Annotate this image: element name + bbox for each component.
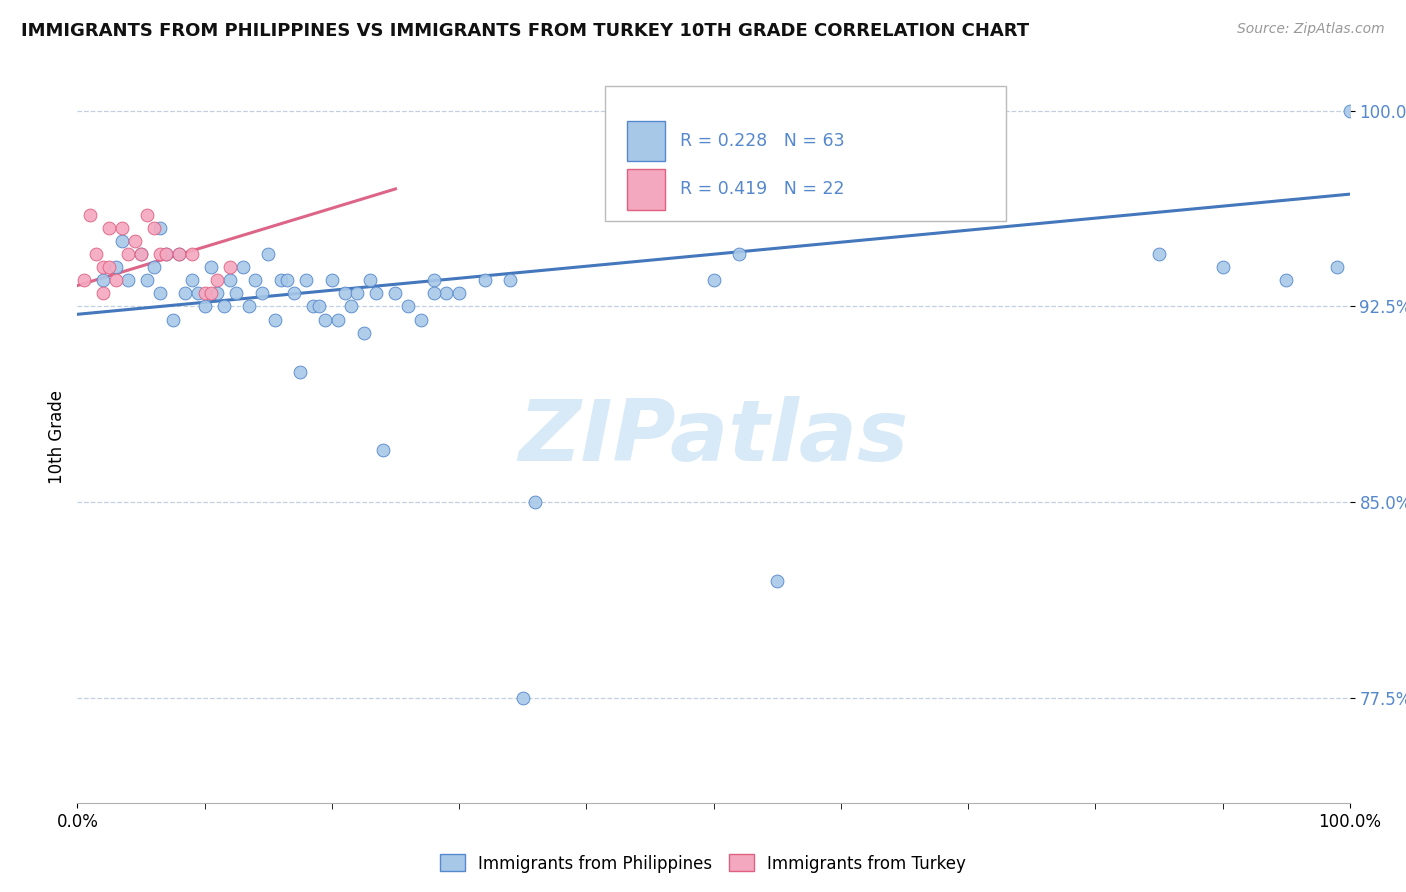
Point — [149, 221, 172, 235]
Point — [219, 260, 242, 275]
Point — [238, 300, 260, 314]
Point — [91, 286, 114, 301]
Point — [366, 286, 388, 301]
Point — [129, 247, 152, 261]
Text: ZIPatlas: ZIPatlas — [519, 395, 908, 479]
Point — [333, 286, 356, 301]
Point — [155, 247, 177, 261]
Text: IMMIGRANTS FROM PHILIPPINES VS IMMIGRANTS FROM TURKEY 10TH GRADE CORRELATION CHA: IMMIGRANTS FROM PHILIPPINES VS IMMIGRANT… — [21, 22, 1029, 40]
Point — [167, 247, 190, 261]
Point — [245, 273, 267, 287]
Point — [86, 247, 108, 261]
FancyBboxPatch shape — [627, 120, 665, 161]
Point — [162, 312, 184, 326]
Point — [396, 300, 419, 314]
Point — [200, 260, 222, 275]
Point — [149, 286, 172, 301]
Point — [301, 300, 323, 314]
Point — [104, 260, 127, 275]
FancyBboxPatch shape — [606, 86, 1007, 221]
Point — [308, 300, 330, 314]
Point — [232, 260, 254, 275]
Point — [295, 273, 318, 287]
Point — [194, 286, 217, 301]
Point — [225, 286, 247, 301]
Point — [73, 273, 96, 287]
Point — [766, 574, 789, 588]
Point — [117, 273, 139, 287]
Point — [257, 247, 280, 261]
Point — [79, 208, 101, 222]
Point — [340, 300, 363, 314]
Point — [422, 286, 444, 301]
Point — [98, 260, 121, 275]
Point — [111, 221, 134, 235]
Point — [276, 273, 298, 287]
Point — [174, 286, 197, 301]
Point — [212, 300, 235, 314]
Point — [136, 208, 159, 222]
Point — [384, 286, 406, 301]
Point — [1326, 260, 1348, 275]
Point — [136, 273, 159, 287]
Point — [200, 286, 222, 301]
Point — [346, 286, 368, 301]
Point — [288, 365, 311, 379]
Point — [449, 286, 471, 301]
Point — [328, 312, 350, 326]
Point — [180, 247, 202, 261]
Point — [314, 312, 336, 326]
Y-axis label: 10th Grade: 10th Grade — [48, 390, 66, 484]
Point — [1212, 260, 1234, 275]
Point — [142, 260, 165, 275]
FancyBboxPatch shape — [627, 169, 665, 210]
Point — [167, 247, 190, 261]
Point — [371, 443, 394, 458]
Point — [474, 273, 496, 287]
Text: R = 0.419   N = 22: R = 0.419 N = 22 — [681, 180, 845, 199]
Point — [124, 234, 146, 248]
Point — [728, 247, 751, 261]
Point — [117, 247, 139, 261]
Point — [422, 273, 444, 287]
Text: Source: ZipAtlas.com: Source: ZipAtlas.com — [1237, 22, 1385, 37]
Point — [270, 273, 292, 287]
Point — [149, 247, 172, 261]
Point — [194, 300, 217, 314]
Point — [321, 273, 343, 287]
Point — [499, 273, 522, 287]
Point — [1147, 247, 1170, 261]
Point — [250, 286, 273, 301]
Point — [409, 312, 432, 326]
Text: R = 0.228   N = 63: R = 0.228 N = 63 — [681, 132, 845, 150]
Point — [434, 286, 457, 301]
Point — [359, 273, 381, 287]
Point — [703, 273, 725, 287]
Point — [104, 273, 127, 287]
Point — [219, 273, 242, 287]
Point — [129, 247, 152, 261]
Point — [1339, 103, 1361, 118]
Point — [111, 234, 134, 248]
Point — [91, 273, 114, 287]
Legend: Immigrants from Philippines, Immigrants from Turkey: Immigrants from Philippines, Immigrants … — [433, 847, 973, 880]
Point — [283, 286, 305, 301]
Point — [512, 691, 534, 706]
Point — [353, 326, 375, 340]
Point — [142, 221, 165, 235]
Point — [91, 260, 114, 275]
Point — [155, 247, 177, 261]
Point — [207, 286, 229, 301]
Point — [524, 495, 547, 509]
Point — [187, 286, 209, 301]
Point — [1275, 273, 1298, 287]
Point — [98, 221, 121, 235]
Point — [180, 273, 202, 287]
Point — [263, 312, 285, 326]
Point — [207, 273, 229, 287]
